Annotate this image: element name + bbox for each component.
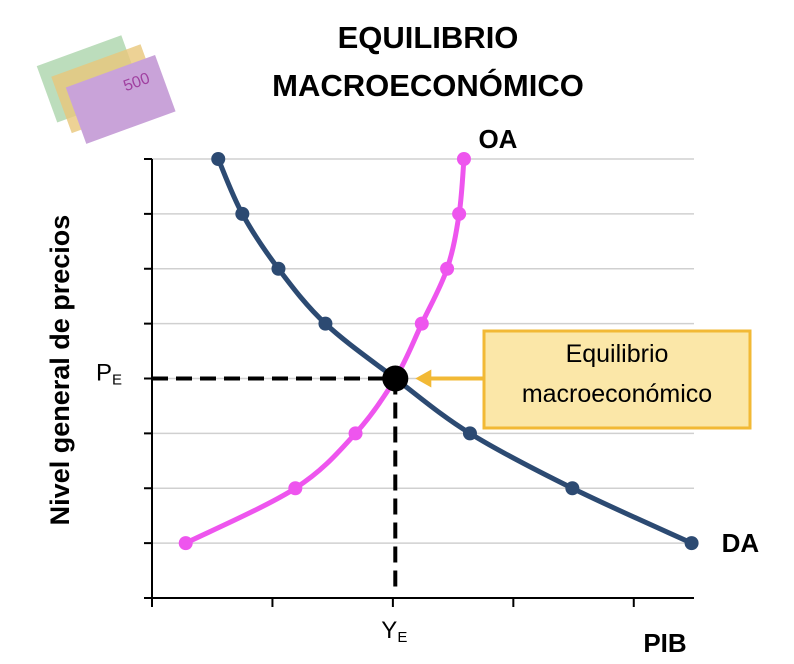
marker-sub: E [112, 371, 122, 388]
data-point [452, 206, 467, 221]
data-point [462, 426, 477, 441]
series-label: OA [478, 124, 517, 154]
data-point [211, 152, 226, 166]
data-point [318, 316, 333, 331]
annotation-arrowhead [415, 369, 432, 388]
marker-sub: E [397, 629, 407, 646]
equilibrium-point [382, 365, 409, 392]
data-point [684, 536, 699, 551]
series-label: DA [722, 528, 760, 558]
marker-label: PE [96, 360, 122, 389]
data-point [565, 481, 580, 496]
marker-main: Y [381, 617, 397, 644]
annotation-box [482, 329, 752, 430]
data-point [348, 426, 363, 441]
x-axis-label: PIB [643, 628, 686, 658]
data-point [440, 261, 455, 276]
data-point [288, 481, 303, 496]
marker-main: P [96, 360, 112, 387]
money-icon: 500 [36, 35, 176, 144]
annotation-text: Equilibrio macroeconómico [521, 340, 713, 408]
marker-label: YE [381, 617, 407, 646]
y-axis-label: Nivel general de precios [45, 215, 75, 526]
chart-title: EQUILIBRIO MACROECONÓMICO [272, 20, 584, 103]
data-point [456, 152, 471, 166]
data-point [178, 536, 193, 551]
data-point [235, 206, 250, 221]
data-point [414, 316, 429, 331]
series-line [184, 158, 467, 546]
data-point [271, 261, 286, 276]
